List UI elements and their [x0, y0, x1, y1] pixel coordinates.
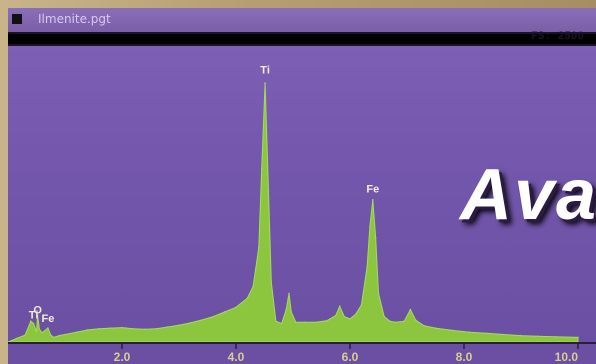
spectrum-point	[326, 319, 329, 322]
spectrum-point	[58, 334, 61, 337]
x-axis-strip	[8, 350, 596, 364]
spectrum-point	[235, 306, 237, 309]
spectrum-point	[252, 285, 254, 288]
spectrum-point	[486, 332, 488, 335]
spectrum-point	[434, 327, 437, 329]
spectrum-point	[109, 327, 112, 329]
spectrum-point	[47, 327, 49, 329]
spectrum-point	[52, 336, 55, 339]
spectrum-point	[275, 320, 277, 323]
spectrum-point	[577, 336, 579, 339]
spectrum-point	[468, 331, 471, 334]
spectrum-point	[258, 246, 260, 248]
spectrum-point	[503, 333, 505, 336]
spectrum-point	[35, 330, 38, 333]
spectrum-point	[41, 332, 43, 334]
spectrum-point	[223, 311, 226, 313]
spectrum-point	[409, 308, 412, 311]
spectrum-point	[246, 297, 249, 299]
x-tick-label: 8.0	[456, 350, 473, 364]
x-tick-label: 10.0	[555, 350, 579, 364]
spectrum-point	[98, 327, 100, 330]
spectrum-point	[303, 321, 306, 324]
spectrum-point	[295, 321, 297, 324]
spectrum-point	[372, 199, 374, 201]
spectrum-point	[189, 322, 192, 324]
spectrum-point	[178, 324, 180, 327]
spectrum-point	[554, 336, 556, 338]
plot-top-rule	[8, 44, 596, 46]
spectrum-point	[144, 328, 146, 331]
spectrum-point	[349, 318, 351, 320]
window-menu-icon[interactable]	[12, 14, 22, 24]
spectrum-point	[403, 320, 406, 323]
full-scale-readout: FS: 2500	[531, 31, 584, 43]
spectrum-point	[423, 325, 425, 327]
spectrum-point	[201, 319, 203, 321]
window-title-bar: Ilmenite.pgt	[8, 8, 596, 34]
spectrum-point	[366, 266, 368, 268]
spectrum-point	[260, 167, 263, 170]
spectrum-point	[394, 321, 397, 324]
x-tick-label: 6.0	[342, 350, 359, 364]
file-name: Ilmenite.pgt	[38, 12, 111, 26]
spectrum-point	[30, 320, 32, 323]
spectrum-point	[520, 334, 522, 337]
spectrum-point	[369, 225, 371, 228]
banner-text: Ava	[460, 155, 596, 235]
spectrum-point	[537, 335, 539, 338]
spectrum-point	[338, 305, 341, 308]
spectrum-point	[38, 328, 41, 331]
spectrum-point	[36, 314, 39, 317]
spectrum-point	[15, 337, 18, 340]
peak-label: Fe	[366, 183, 379, 195]
spectrum-point	[75, 331, 78, 334]
spectrum-point	[267, 190, 270, 193]
spectrum-point	[343, 315, 346, 318]
spectrum-point	[132, 327, 135, 330]
spectrum-point	[290, 311, 293, 313]
peak-label: Ti	[29, 309, 39, 321]
spectrum-point	[414, 319, 417, 321]
spectrum-point	[280, 322, 283, 325]
spectrum-window: Ilmenite.pgt FS: 2500 2.0 4.0 6.0 8.0 10.0 O T…	[8, 8, 596, 364]
spectrum-point	[32, 322, 35, 325]
spectrum-point	[166, 326, 169, 328]
spectrum-area	[8, 83, 579, 343]
spectrum-point	[270, 281, 273, 283]
peak-label: Fe	[41, 313, 54, 325]
peak-label: O	[33, 305, 42, 317]
spectrum-point	[451, 329, 454, 332]
spectrum-point	[24, 334, 26, 336]
plot-area	[8, 46, 596, 350]
spectrum-point	[155, 327, 157, 330]
spectrum-point	[212, 315, 214, 318]
spectrum-point	[121, 326, 123, 329]
spectrum-point	[315, 321, 317, 324]
spectrum-point	[383, 315, 386, 318]
spectrum-point	[264, 82, 266, 84]
spectrum-point	[50, 334, 52, 336]
spectrum-point	[377, 292, 380, 295]
spectrum-point	[360, 304, 363, 306]
spectrum-point	[389, 320, 391, 323]
spectrum-point	[374, 237, 377, 239]
spectrum-point	[288, 292, 290, 295]
spectrum-point	[335, 314, 337, 317]
x-tick-label: 2.0	[114, 350, 131, 364]
spectrum-point	[285, 308, 288, 311]
peak-label: Ti	[260, 64, 270, 76]
spectrum-point	[87, 329, 89, 331]
x-tick-label: 4.0	[228, 350, 245, 364]
spectrum-point	[354, 313, 357, 316]
spectrum-point	[64, 333, 66, 336]
